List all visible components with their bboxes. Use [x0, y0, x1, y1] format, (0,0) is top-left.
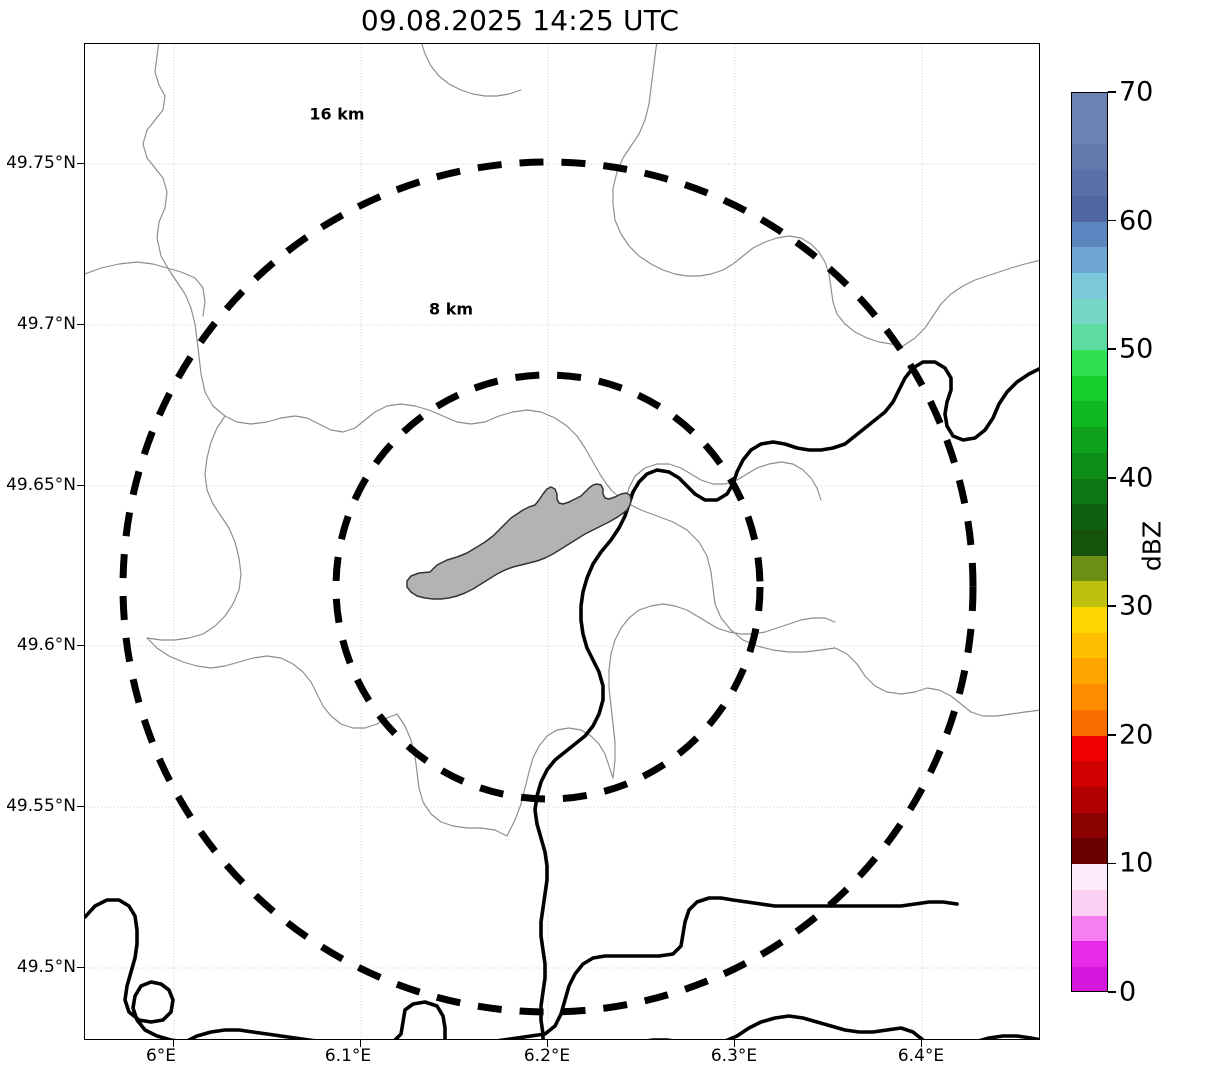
colorbar-band: [1072, 195, 1107, 222]
y-tick-label: 49.55°N: [6, 796, 76, 816]
colorbar-band: [1072, 581, 1107, 608]
country-border: [85, 360, 1039, 1039]
colorbar-band: [1072, 761, 1107, 787]
colorbar-tick-mark: [1108, 605, 1116, 608]
x-tick-label: 6.1°E: [324, 1046, 372, 1066]
y-tick-label: 49.6°N: [16, 635, 76, 655]
x-tick-mark: [360, 1040, 362, 1047]
colorbar-tick-label: 10: [1119, 847, 1154, 879]
colorbar-band: [1072, 966, 1107, 991]
colorbar-tick-mark: [1108, 91, 1116, 93]
colorbar-band: [1072, 607, 1107, 633]
colorbar-band: [1072, 555, 1107, 582]
colorbar-band: [1072, 838, 1107, 865]
colorbar-tick-label: 60: [1119, 205, 1154, 237]
colorbar-band: [1072, 221, 1107, 248]
colorbar-band: [1072, 478, 1107, 505]
colorbar-band: [1072, 93, 1107, 119]
lake-polygon: [406, 483, 632, 600]
colorbar-band: [1072, 504, 1107, 530]
colorbar-band: [1072, 298, 1107, 325]
x-tick-label: 6.2°E: [523, 1046, 571, 1066]
colorbar-tick-mark: [1108, 862, 1116, 865]
x-tick-mark: [734, 1040, 736, 1047]
colorbar-band: [1072, 427, 1107, 453]
page-title: 09.08.2025 14:25 UTC: [360, 4, 680, 37]
colorbar-band: [1072, 812, 1107, 839]
colorbar-band: [1072, 632, 1107, 659]
colorbar-tick-label: 0: [1119, 976, 1137, 1008]
colorbar-band: [1072, 735, 1107, 762]
colorbar-tick-label: 30: [1119, 590, 1154, 622]
x-tick-mark: [921, 1040, 923, 1047]
colorbar-band: [1072, 889, 1107, 916]
colorbar-band: [1072, 684, 1107, 710]
x-tick-label: 6°E: [145, 1046, 177, 1066]
y-tick-mark: [77, 806, 84, 808]
colorbar-band: [1072, 272, 1107, 299]
colorbar-tick-mark: [1108, 734, 1116, 736]
colorbar-band: [1072, 452, 1107, 479]
range-ring-label-8km: 8 km: [428, 299, 474, 319]
colorbar-band: [1072, 864, 1107, 890]
district-borders: [85, 44, 1039, 837]
colorbar-tick-label: 70: [1119, 76, 1154, 108]
colorbar-tick-mark: [1108, 219, 1116, 222]
colorbar-tick-mark: [1108, 991, 1116, 993]
colorbar-band: [1072, 350, 1107, 376]
colorbar-tick-mark: [1108, 476, 1116, 479]
range-ring-8km: [332, 371, 764, 803]
x-tick-label: 6.3°E: [710, 1046, 758, 1066]
map-canvas: [85, 44, 1039, 1039]
colorbar-band: [1072, 658, 1107, 685]
y-tick-label: 49.75°N: [6, 153, 76, 173]
colorbar-band: [1072, 324, 1107, 351]
colorbar-band: [1072, 915, 1107, 942]
colorbar-band: [1072, 709, 1107, 736]
colorbar-band: [1072, 786, 1107, 813]
colorbar-tick-label: 50: [1119, 333, 1154, 365]
colorbar-tick-label: 40: [1119, 462, 1154, 494]
colorbar-tick-mark: [1108, 348, 1116, 350]
y-tick-label: 49.7°N: [16, 314, 76, 334]
colorbar-band: [1072, 401, 1107, 428]
range-ring-label-16km: 16 km: [309, 104, 365, 124]
y-tick-mark: [77, 485, 84, 487]
colorbar-band: [1072, 144, 1107, 171]
y-tick-mark: [77, 967, 84, 969]
x-tick-label: 6.4°E: [897, 1046, 945, 1066]
colorbar-band: [1072, 247, 1107, 273]
colorbar-tick-label: 20: [1119, 719, 1154, 751]
colorbar-band: [1072, 941, 1107, 967]
y-tick-label: 49.65°N: [6, 475, 76, 495]
x-tick-mark: [547, 1040, 549, 1047]
y-tick-label: 49.5°N: [16, 957, 76, 977]
colorbar-band: [1072, 170, 1107, 196]
x-tick-mark: [173, 1040, 175, 1047]
colorbar[interactable]: [1071, 92, 1108, 992]
colorbar-band: [1072, 118, 1107, 145]
colorbar-band: [1072, 529, 1107, 556]
y-tick-mark: [77, 163, 84, 165]
y-tick-mark: [77, 324, 84, 326]
range-ring-16km: [119, 158, 977, 1016]
colorbar-band: [1072, 375, 1107, 402]
map-plot-area[interactable]: 16 km 8 km: [84, 43, 1040, 1040]
colorbar-title: dBZ: [1137, 520, 1167, 572]
y-tick-mark: [77, 645, 84, 647]
